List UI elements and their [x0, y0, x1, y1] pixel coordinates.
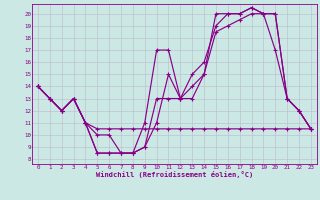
- X-axis label: Windchill (Refroidissement éolien,°C): Windchill (Refroidissement éolien,°C): [96, 171, 253, 178]
